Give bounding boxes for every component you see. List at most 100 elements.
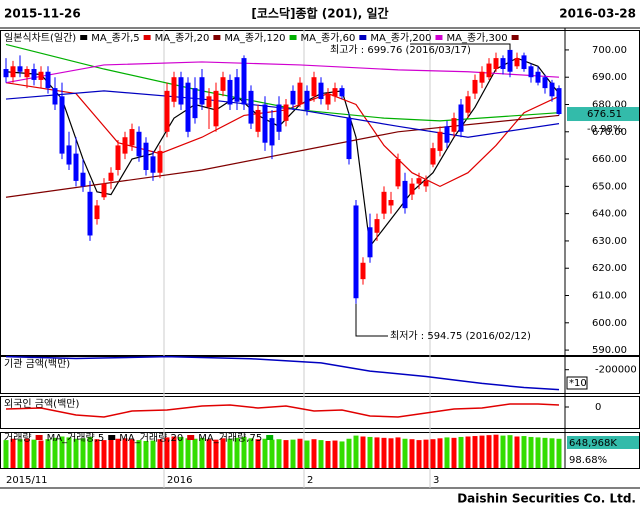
volume-box: [567, 436, 639, 449]
candle-body: [549, 82, 555, 97]
candle-body: [150, 156, 156, 173]
y-tick-label: 0: [595, 402, 601, 413]
candle-body: [402, 180, 408, 209]
legend-swatch: [143, 35, 151, 40]
volume-bar: [339, 441, 345, 468]
legend-swatch: [35, 435, 43, 440]
volume-last: 648,968K: [569, 438, 617, 449]
candle-body: [535, 71, 541, 83]
candle-body: [143, 142, 149, 170]
x-tick-label: 3: [433, 475, 439, 486]
volume-bar: [528, 436, 534, 468]
volume-bar: [409, 439, 415, 468]
y-tick-label: 630.00: [592, 236, 627, 247]
candle-body: [122, 137, 128, 154]
candle-body: [458, 104, 464, 132]
last-price: 676.51: [587, 109, 622, 120]
volume-bar: [507, 435, 513, 468]
legend-label: MA_종가,120: [224, 32, 285, 44]
volume-bar: [549, 438, 555, 468]
volume-bar: [262, 438, 268, 468]
candle-body: [507, 49, 513, 72]
candle-body: [31, 69, 37, 80]
candle-body: [94, 205, 100, 220]
volume-bar: [24, 438, 30, 468]
volume-bar: [346, 438, 352, 468]
volume-bar: [220, 438, 226, 468]
candle-body: [136, 131, 142, 157]
x-tick-label: 2015/11: [6, 475, 48, 486]
candle-body: [493, 58, 499, 70]
candle-body: [318, 82, 324, 100]
volume-bar: [402, 438, 408, 468]
volume-bar: [206, 439, 212, 468]
candle-body: [178, 77, 184, 105]
volume-bar: [101, 440, 107, 468]
volume-bar: [318, 440, 324, 468]
y-tick-label: 690.00: [592, 72, 627, 83]
volume-bar: [122, 438, 128, 468]
candle-body: [66, 145, 72, 165]
volume-bar: [388, 438, 394, 468]
candle-body: [248, 90, 254, 124]
volume-bar: [178, 436, 184, 468]
low-annotation: 최저가 : 594.75 (2016/02/12): [390, 330, 531, 342]
volume-bar: [283, 440, 289, 468]
candle-body: [388, 200, 394, 206]
volume-bar: [444, 437, 450, 468]
panel-title: 거래량: [4, 432, 32, 444]
last-price-box: [567, 107, 639, 122]
volume-bar: [87, 436, 93, 468]
volume-bar: [479, 435, 485, 468]
x-tick-label: 2016: [167, 475, 192, 486]
candle-body: [108, 172, 114, 181]
volume-bar: [304, 440, 310, 468]
candle-body: [45, 71, 51, 89]
candle-body: [276, 104, 282, 132]
unit-label: *10: [569, 378, 587, 389]
volume-bar: [213, 439, 219, 468]
candle-body: [528, 66, 534, 78]
candle-body: [521, 55, 527, 70]
legend-label: MA_거래량,20: [119, 432, 183, 444]
volume-bar: [290, 439, 296, 468]
volume-bar: [73, 438, 79, 468]
end-date: 2016-03-28: [559, 7, 636, 21]
candle-body: [556, 88, 562, 115]
candle-body: [283, 104, 289, 121]
volume-bar: [52, 437, 58, 468]
candle-body: [339, 88, 345, 97]
series-line: [5, 355, 560, 391]
candle-body: [87, 191, 93, 236]
legend-swatch: [266, 435, 274, 440]
candle-body: [115, 145, 121, 170]
y-tick-label: 680.00: [592, 99, 627, 110]
candle-body: [542, 77, 548, 89]
volume-bar: [486, 435, 492, 468]
candle-body: [10, 66, 16, 78]
candle-body: [52, 88, 58, 105]
candle-body: [262, 104, 268, 143]
candle-body: [409, 183, 415, 195]
candle-body: [59, 96, 65, 154]
candle-body: [311, 77, 317, 97]
legend-title: 일본식차트(일간): [4, 32, 76, 44]
candle-body: [444, 126, 450, 143]
volume-bar: [500, 435, 506, 468]
volume-bar: [437, 438, 443, 468]
volume-bar: [556, 438, 562, 468]
candle-body: [346, 118, 352, 160]
unit-box: [566, 376, 588, 390]
volume-bar: [157, 439, 163, 468]
candle-body: [129, 129, 135, 146]
high-annotation: 최고가 : 699.76 (2016/03/17): [330, 44, 471, 56]
y-tick-label: 700.00: [592, 45, 627, 56]
legend-swatch: [289, 35, 297, 40]
x-tick-label: 2: [307, 475, 313, 486]
candle-body: [353, 205, 359, 299]
series-line: [5, 403, 560, 418]
candle-body: [171, 77, 177, 102]
candle-body: [486, 63, 492, 78]
volume-bar: [458, 436, 464, 468]
